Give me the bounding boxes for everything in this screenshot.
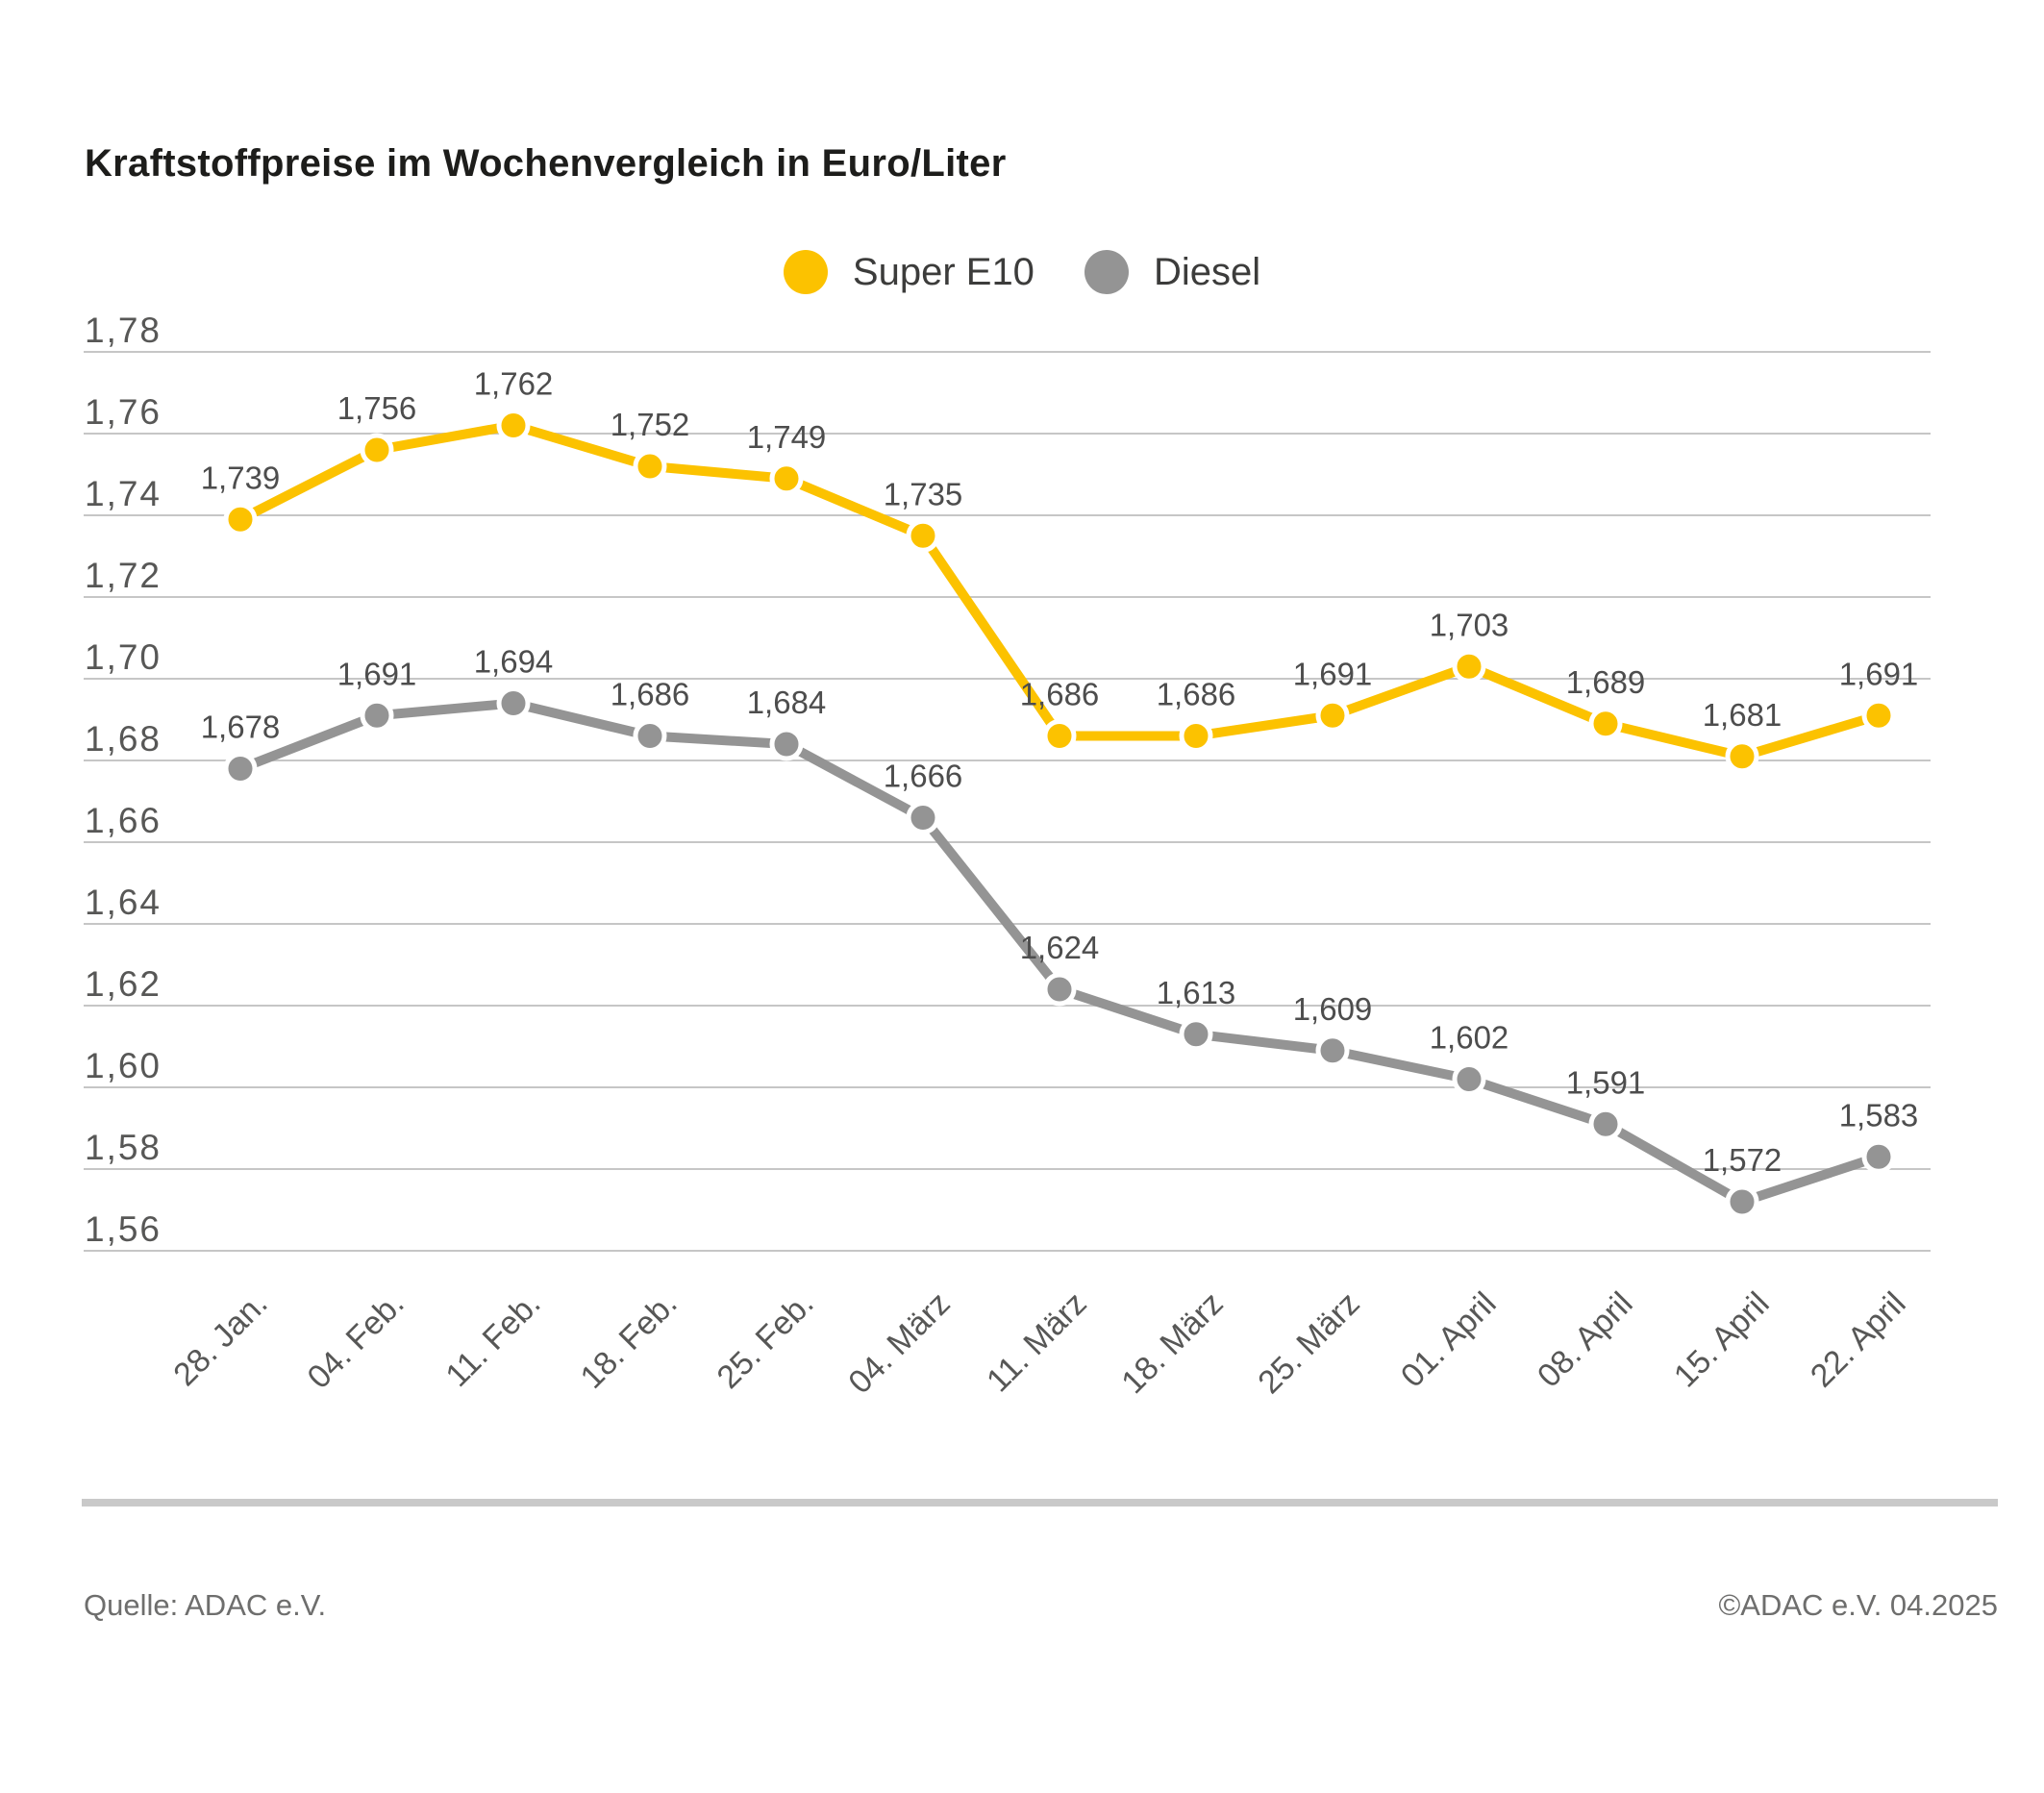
footer-source: Quelle: ADAC e.V. [84, 1588, 327, 1622]
data-point-label: 1,752 [611, 407, 690, 442]
data-point-label: 1,572 [1703, 1142, 1782, 1178]
data-point-label: 1,686 [611, 677, 690, 712]
data-point-label: 1,749 [747, 419, 827, 455]
y-tick-label: 1,64 [85, 883, 162, 922]
data-point-label: 1,762 [474, 366, 554, 402]
x-tick-label: 11. März [980, 1285, 1094, 1400]
data-point-label: 1,613 [1157, 975, 1236, 1010]
y-tick-label: 1,72 [85, 556, 162, 595]
x-tick-label: 08. April [1531, 1285, 1640, 1395]
data-point-label: 1,691 [1293, 656, 1373, 691]
chart-title: Kraftstoffpreise im Wochenvergleich in E… [85, 142, 1007, 185]
y-tick-label: 1,68 [85, 719, 162, 759]
data-point-label: 1,703 [1430, 607, 1509, 642]
data-point-label: 1,583 [1839, 1097, 1919, 1133]
x-tick-label: 01. April [1394, 1285, 1504, 1395]
data-point-label: 1,689 [1566, 664, 1646, 700]
legend-item-super-e10: Super E10 [783, 250, 1034, 294]
data-point-label: 1,694 [474, 644, 554, 680]
data-point-super-e10 [906, 518, 940, 553]
legend-marker-super-e10-icon [783, 250, 828, 294]
data-point-diesel [1179, 1017, 1213, 1052]
data-point-diesel [496, 686, 531, 720]
data-point-super-e10 [633, 449, 667, 484]
y-tick-label: 1,62 [85, 964, 162, 1004]
x-tick-label: 04. Feb. [301, 1285, 411, 1396]
y-tick-label: 1,56 [85, 1209, 162, 1249]
data-point-label: 1,681 [1703, 697, 1782, 733]
data-point-super-e10 [1725, 739, 1759, 774]
x-tick-label: 25. Feb. [710, 1285, 821, 1396]
data-point-label: 1,602 [1430, 1020, 1509, 1056]
data-point-diesel [360, 698, 394, 733]
data-point-super-e10 [1179, 719, 1213, 753]
y-tick-label: 1,58 [85, 1128, 162, 1167]
data-point-super-e10 [1452, 649, 1486, 684]
chart-canvas: 1,78 1,76 1,74 1,72 1,70 1,68 1,66 1,64 1,62 1,60… [84, 311, 1931, 1401]
footer-copyright: ©ADAC e.V. 04.2025 [1718, 1588, 1998, 1622]
x-tick-label: 22. April [1804, 1285, 1913, 1395]
data-point-super-e10 [496, 409, 531, 442]
x-tick-label: 15. April [1667, 1285, 1777, 1395]
data-point-diesel [1725, 1184, 1759, 1219]
data-point-label: 1,684 [747, 685, 827, 720]
x-tick-label: 28. Jan. [166, 1285, 274, 1393]
legend-label-diesel: Diesel [1153, 250, 1261, 293]
y-tick-label: 1,60 [85, 1046, 162, 1085]
data-point-label: 1,756 [337, 390, 417, 426]
x-tick-label: 18. März [1114, 1285, 1230, 1401]
y-tick-label: 1,70 [85, 637, 162, 677]
data-point-label: 1,678 [201, 710, 281, 745]
footer-divider [82, 1499, 1998, 1507]
data-point-diesel [633, 719, 667, 753]
legend-marker-diesel-icon [1084, 250, 1129, 294]
data-point-label: 1,591 [1566, 1064, 1646, 1100]
legend-label-super-e10: Super E10 [852, 250, 1034, 293]
data-point-label: 1,686 [1020, 677, 1100, 712]
data-point-label: 1,691 [1839, 656, 1919, 691]
y-tick-label: 1,66 [85, 801, 162, 840]
data-point-super-e10 [1315, 698, 1350, 733]
data-point-label: 1,686 [1157, 677, 1236, 712]
data-point-diesel [1588, 1107, 1623, 1141]
data-point-label: 1,735 [884, 476, 963, 511]
data-point-label: 1,739 [201, 460, 281, 495]
x-tick-label: 18. Feb. [574, 1285, 685, 1396]
data-point-diesel [1042, 972, 1077, 1007]
y-tick-label: 1,74 [85, 474, 162, 513]
data-point-super-e10 [1042, 719, 1077, 753]
data-point-super-e10 [1861, 698, 1896, 733]
legend-item-diesel: Diesel [1084, 250, 1260, 294]
x-tick-label: 04. März [841, 1285, 957, 1401]
legend: Super E10 Diesel [0, 250, 2044, 294]
data-point-label: 1,691 [337, 656, 417, 691]
y-tick-label: 1,78 [85, 311, 162, 350]
data-point-super-e10 [769, 461, 804, 496]
data-point-super-e10 [223, 502, 258, 536]
data-point-diesel [1452, 1062, 1486, 1096]
data-point-label: 1,666 [884, 759, 963, 794]
data-point-diesel [223, 752, 258, 785]
data-point-super-e10 [360, 433, 394, 467]
data-point-super-e10 [1588, 707, 1623, 741]
data-point-label: 1,609 [1293, 991, 1373, 1027]
data-point-diesel [769, 727, 804, 761]
x-tick-label: 11. Feb. [438, 1285, 547, 1394]
x-tick-label: 25. März [1251, 1285, 1366, 1401]
data-point-diesel [906, 801, 940, 834]
y-tick-label: 1,76 [85, 392, 162, 432]
data-point-diesel [1861, 1139, 1896, 1174]
data-point-label: 1,624 [1020, 930, 1100, 965]
data-point-diesel [1315, 1033, 1350, 1068]
